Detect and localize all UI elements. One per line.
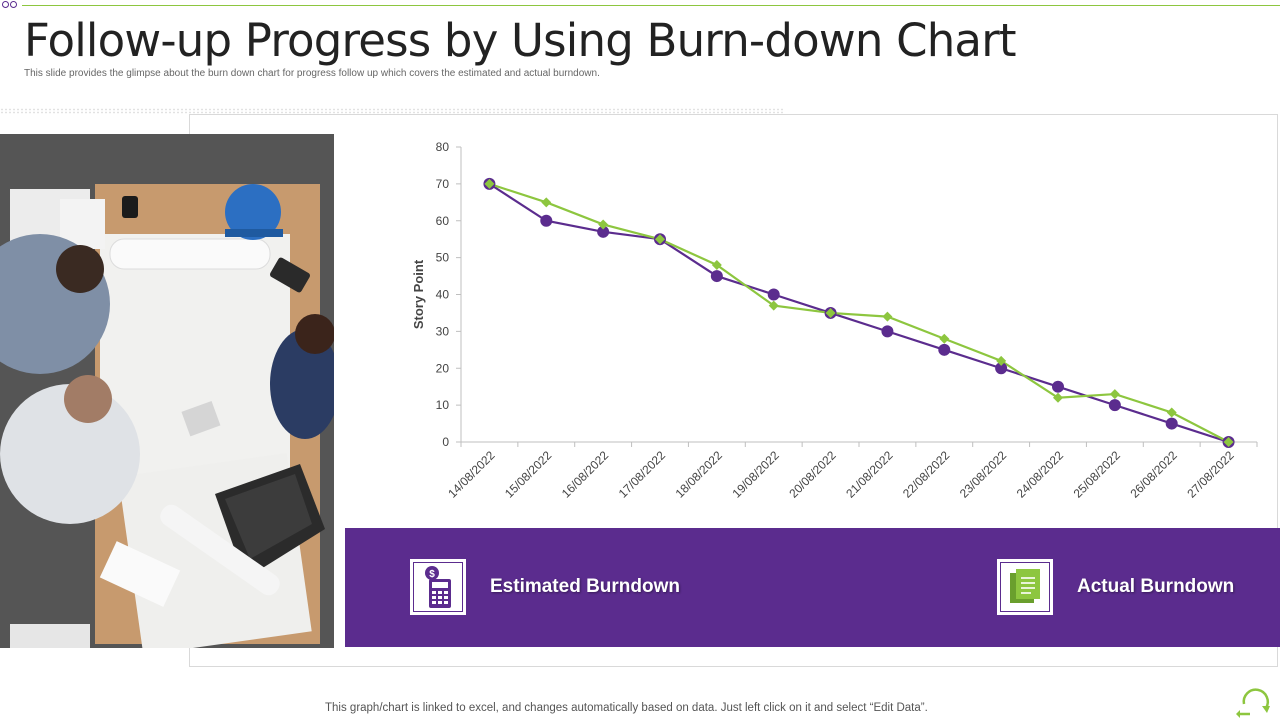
legend-band: $ Estimated Burndown Ac [345,528,1280,647]
x-tick-labels: 14/08/2022 15/08/2022 16/08/2022 17/08/2022… [445,448,1237,501]
data-point-estimated [881,325,894,338]
data-point-estimated [995,362,1008,375]
y-tick-label: 30 [436,324,450,338]
burndown-chart-svg: Story Point 0 10 20 30 40 50 60 70 80 14/08/2022… [411,140,1258,501]
svg-text:$: $ [429,569,435,580]
data-point-actual [825,307,836,318]
corner-dot [10,1,17,8]
team-meeting-photo [0,134,334,648]
page-subtitle: This slide provides the glimpse about th… [24,68,600,79]
data-point-actual [711,260,722,270]
documents-icon [997,559,1053,615]
y-tick-label: 50 [436,251,450,265]
series-lines [488,182,1230,444]
footnote: This graph/chart is linked to excel, and… [325,702,928,714]
y-tick-labels: 0 10 20 30 40 50 60 70 80 [436,140,461,449]
x-tick-label: 15/08/2022 [502,448,555,501]
x-tick-label: 27/08/2022 [1184,448,1237,501]
x-tick-label: 16/08/2022 [559,448,612,501]
y-axis-title: Story Point [411,259,426,329]
x-tick-label: 26/08/2022 [1127,448,1180,501]
page-title: Follow-up Progress by Using Burn-down Ch… [24,14,1017,67]
data-point-actual [768,300,779,311]
data-point-actual [1053,392,1063,403]
legend-actual-label: Actual Burndown [1077,576,1235,597]
x-tick-label: 14/08/2022 [445,448,498,501]
data-point-actual [598,219,609,230]
y-tick-label: 20 [436,361,450,375]
top-accent-line [22,5,1280,6]
data-point-estimated [710,270,723,283]
y-tick-label: 80 [436,140,450,154]
series-line [489,182,1230,443]
data-point-actual [541,197,552,208]
data-point-actual [996,355,1007,366]
photo-illustration [0,134,334,648]
data-point-actual [1109,389,1120,400]
x-tick-label: 23/08/2022 [957,448,1010,501]
data-point-estimated [540,214,553,227]
calculator-dollar-icon: $ [410,559,466,615]
x-tick-label: 25/08/2022 [1071,448,1124,501]
x-tick-label: 17/08/2022 [616,448,669,501]
legend-actual: Actual Burndown [997,559,1234,615]
data-point-actual [655,234,665,245]
x-tick-label: 18/08/2022 [673,448,726,501]
slide-corner-dots [2,1,17,8]
x-tick-label: 20/08/2022 [786,448,839,501]
data-point-estimated [597,225,610,238]
data-point-actual [882,311,893,322]
dotted-divider [0,108,785,114]
series-markers [483,177,1235,448]
data-point-actual [1166,407,1177,418]
data-point-actual [484,178,495,189]
y-tick-label: 0 [442,435,449,449]
y-tick-label: 40 [436,288,450,302]
data-point-estimated [1108,399,1121,412]
burndown-chart: Story Point 0 10 20 30 40 50 60 70 80 14/08/2022… [400,130,1270,520]
x-tick-label: 22/08/2022 [900,448,953,501]
data-point-estimated [1165,417,1178,430]
legend-estimated: $ Estimated Burndown [410,559,680,615]
data-point-actual [939,333,950,344]
x-tick-label: 19/08/2022 [729,448,782,501]
x-tick-label: 21/08/2022 [843,448,896,501]
corner-dot [2,1,9,8]
refresh-cycle-icon[interactable] [1236,686,1274,718]
y-tick-label: 10 [436,398,450,412]
data-point-estimated [1052,380,1064,393]
y-tick-label: 60 [436,214,450,228]
y-tick-label: 70 [436,177,450,191]
x-tick-label: 24/08/2022 [1014,448,1067,501]
data-point-estimated [767,288,780,301]
data-point-estimated [938,343,951,356]
series-line [488,182,1229,444]
legend-estimated-label: Estimated Burndown [490,576,681,597]
data-point-actual [1223,437,1234,447]
